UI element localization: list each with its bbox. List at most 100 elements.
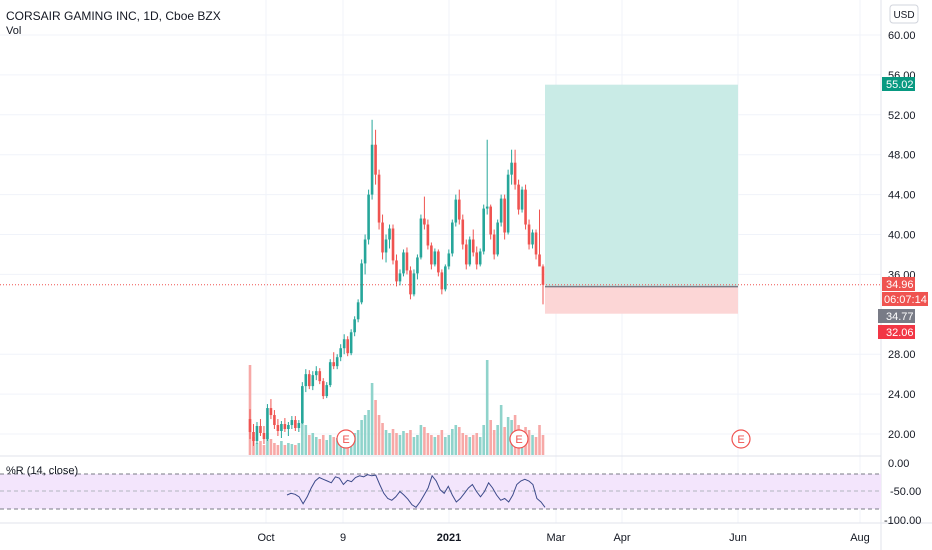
candle[interactable]	[360, 263, 363, 303]
candle[interactable]	[405, 252, 409, 271]
candle[interactable]	[402, 252, 405, 274]
candle[interactable]	[492, 234, 496, 255]
candle[interactable]	[377, 174, 381, 223]
candle[interactable]	[478, 251, 482, 265]
candle[interactable]	[374, 144, 377, 175]
candle[interactable]	[346, 339, 349, 354]
candle[interactable]	[259, 426, 262, 434]
candle[interactable]	[262, 433, 266, 439]
candle[interactable]	[409, 270, 412, 295]
candle[interactable]	[388, 228, 391, 240]
candle[interactable]	[391, 228, 395, 261]
candle[interactable]	[468, 239, 472, 265]
candle[interactable]	[248, 419, 252, 433]
candle[interactable]	[332, 362, 336, 367]
candle[interactable]	[398, 273, 402, 282]
candle[interactable]	[426, 224, 430, 246]
candle[interactable]	[311, 375, 315, 387]
candle[interactable]	[471, 239, 475, 253]
candle[interactable]	[454, 199, 458, 223]
earnings-marker-future[interactable]: E	[731, 429, 751, 449]
candle[interactable]	[276, 425, 280, 432]
candle[interactable]	[384, 239, 388, 253]
candle[interactable]	[318, 371, 322, 382]
candle[interactable]	[416, 257, 419, 274]
currency-button[interactable]: USD	[889, 4, 919, 24]
candle[interactable]	[520, 189, 524, 210]
entry-price-tag[interactable]: 34.77	[878, 309, 915, 323]
candle[interactable]	[266, 408, 269, 439]
candle[interactable]	[297, 423, 301, 429]
candle[interactable]	[489, 206, 492, 235]
candle[interactable]	[321, 381, 325, 397]
candle[interactable]	[538, 254, 541, 267]
candle[interactable]	[524, 189, 527, 225]
target-price-tag[interactable]: 55.02	[882, 77, 915, 91]
candle[interactable]	[301, 386, 304, 424]
candle[interactable]	[482, 208, 486, 252]
candle[interactable]	[485, 206, 489, 209]
candle[interactable]	[363, 239, 367, 264]
candle[interactable]	[517, 184, 520, 210]
candle[interactable]	[395, 260, 398, 282]
candle[interactable]	[342, 339, 346, 349]
candle[interactable]	[433, 251, 437, 265]
candle[interactable]	[531, 232, 534, 245]
last-price-tag[interactable]: 34.96	[882, 277, 915, 291]
candle[interactable]	[437, 251, 440, 273]
candle[interactable]	[444, 266, 447, 290]
stop-price-tag[interactable]: 32.06	[878, 325, 915, 339]
candle[interactable]	[496, 222, 499, 255]
candle[interactable]	[294, 420, 297, 429]
candle[interactable]	[447, 253, 451, 267]
candle[interactable]	[423, 218, 426, 225]
candle[interactable]	[283, 424, 287, 430]
candle[interactable]	[430, 245, 433, 265]
candle[interactable]	[475, 252, 479, 265]
candle[interactable]	[499, 198, 503, 223]
candle[interactable]	[381, 222, 384, 253]
candle[interactable]	[335, 357, 339, 367]
candle[interactable]	[541, 266, 545, 285]
volume-label[interactable]: Vol	[6, 25, 21, 37]
candle[interactable]	[280, 424, 283, 432]
candle[interactable]	[367, 194, 370, 240]
candle[interactable]	[513, 162, 517, 185]
candle[interactable]	[510, 162, 513, 175]
candle[interactable]	[457, 199, 461, 220]
earnings-marker[interactable]: E	[336, 429, 356, 449]
earnings-marker[interactable]: E	[509, 429, 529, 449]
candle[interactable]	[440, 272, 444, 290]
profit-zone[interactable]	[545, 84, 738, 287]
candle[interactable]	[269, 408, 273, 416]
candle[interactable]	[339, 348, 342, 358]
candle[interactable]	[356, 302, 360, 320]
candle[interactable]	[353, 319, 356, 333]
candle[interactable]	[527, 224, 531, 245]
candle[interactable]	[419, 218, 423, 258]
candle[interactable]	[304, 374, 308, 387]
candle[interactable]	[451, 222, 454, 254]
candle[interactable]	[503, 198, 506, 233]
candle[interactable]	[370, 144, 374, 195]
symbol-title[interactable]: CORSAIR GAMING INC, 1D, Cboe BZX	[6, 9, 221, 23]
indicator-label[interactable]: %R (14, close)	[6, 465, 78, 477]
candle[interactable]	[349, 332, 353, 354]
candle[interactable]	[273, 415, 276, 426]
candle[interactable]	[325, 385, 329, 397]
loss-zone[interactable]	[545, 286, 738, 314]
candle[interactable]	[464, 244, 468, 265]
williams-r-line[interactable]	[286, 474, 546, 508]
candle[interactable]	[255, 426, 259, 441]
candle[interactable]	[412, 273, 416, 295]
candle[interactable]	[307, 374, 311, 387]
candle[interactable]	[534, 232, 538, 255]
candle[interactable]	[252, 432, 255, 441]
candle[interactable]	[506, 174, 510, 233]
candle[interactable]	[328, 362, 332, 386]
candle[interactable]	[287, 425, 290, 430]
candle[interactable]	[290, 420, 294, 426]
candle[interactable]	[461, 219, 465, 245]
candle[interactable]	[314, 371, 318, 376]
